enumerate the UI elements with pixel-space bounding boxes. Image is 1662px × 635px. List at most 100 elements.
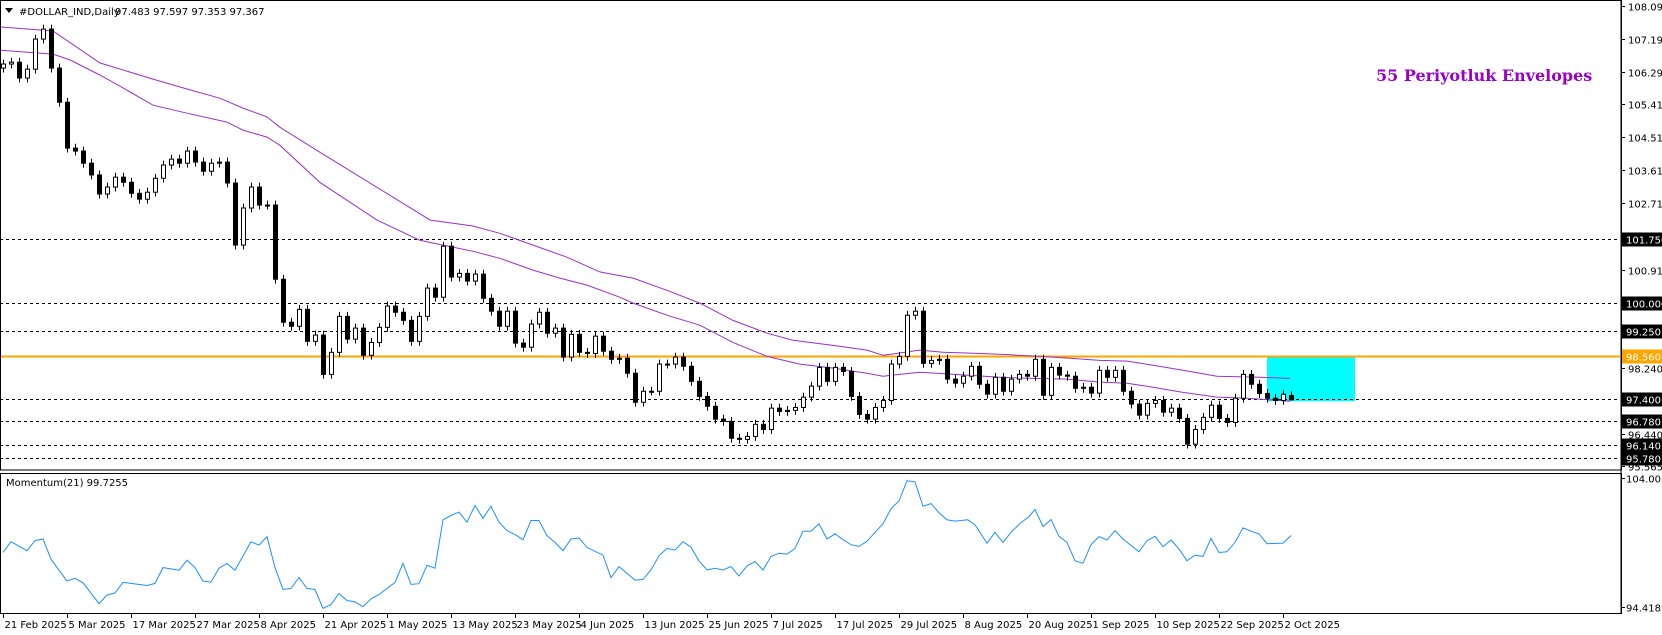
candle[interactable]: [681, 352, 686, 371]
candle[interactable]: [1065, 370, 1070, 381]
candle[interactable]: [1169, 403, 1174, 417]
candle[interactable]: [377, 322, 382, 347]
candle[interactable]: [273, 200, 278, 284]
candle[interactable]: [657, 359, 662, 396]
candle[interactable]: [897, 351, 902, 369]
candle[interactable]: [89, 158, 94, 180]
candle[interactable]: [921, 306, 926, 368]
candle[interactable]: [529, 319, 534, 352]
candle[interactable]: [1105, 365, 1110, 382]
candle[interactable]: [801, 392, 806, 412]
candle[interactable]: [241, 203, 246, 250]
candle[interactable]: [865, 409, 870, 424]
candle[interactable]: [849, 367, 854, 401]
candle[interactable]: [577, 329, 582, 357]
candle[interactable]: [265, 200, 270, 210]
candle[interactable]: [209, 158, 214, 176]
candle[interactable]: [433, 283, 438, 302]
candle[interactable]: [593, 331, 598, 358]
candle[interactable]: [737, 433, 742, 444]
candle[interactable]: [977, 361, 982, 389]
candle[interactable]: [1225, 414, 1230, 427]
candle[interactable]: [1113, 365, 1118, 382]
candle[interactable]: [713, 401, 718, 424]
candle[interactable]: [1153, 396, 1158, 408]
candle[interactable]: [857, 391, 862, 419]
candle[interactable]: [217, 157, 222, 168]
candle[interactable]: [1001, 372, 1006, 396]
candle[interactable]: [393, 301, 398, 317]
highlight-rectangle[interactable]: [1267, 357, 1355, 402]
candle[interactable]: [129, 177, 134, 198]
candle[interactable]: [113, 172, 118, 192]
candle[interactable]: [81, 146, 86, 168]
candle[interactable]: [193, 146, 198, 167]
candle[interactable]: [233, 178, 238, 250]
candle[interactable]: [1249, 369, 1254, 389]
candle[interactable]: [1129, 386, 1134, 409]
time-axis[interactable]: 21 Feb 2025 5 Mar 2025 17 Mar 2025 27 Mar 2…: [3, 614, 1340, 631]
candle[interactable]: [297, 304, 302, 331]
candle[interactable]: [761, 419, 766, 434]
candle[interactable]: [145, 187, 150, 204]
candle[interactable]: [729, 416, 734, 443]
candle[interactable]: [185, 146, 190, 168]
candle[interactable]: [425, 283, 430, 321]
candle[interactable]: [689, 361, 694, 386]
price-axis[interactable]: 108.090 107.190 106.290 105.415 104.515 103.6…: [1620, 0, 1662, 614]
candle[interactable]: [441, 241, 446, 302]
candle[interactable]: [33, 34, 38, 74]
candle[interactable]: [633, 368, 638, 407]
candle[interactable]: [929, 356, 934, 368]
candle[interactable]: [1057, 362, 1062, 380]
candle[interactable]: [1177, 403, 1182, 423]
candle[interactable]: [1017, 369, 1022, 384]
candle[interactable]: [1137, 399, 1142, 420]
candle[interactable]: [953, 374, 958, 388]
candle[interactable]: [1073, 371, 1078, 393]
candle[interactable]: [753, 419, 758, 441]
candle[interactable]: [969, 361, 974, 381]
candle[interactable]: [1241, 369, 1246, 403]
candle[interactable]: [1049, 362, 1054, 400]
candle[interactable]: [521, 338, 526, 352]
candle[interactable]: [345, 311, 350, 344]
candle[interactable]: [257, 182, 262, 210]
candle[interactable]: [545, 307, 550, 338]
candle[interactable]: [353, 323, 358, 344]
candle[interactable]: [1233, 393, 1238, 427]
candle[interactable]: [9, 57, 14, 69]
candle[interactable]: [777, 403, 782, 416]
candle[interactable]: [617, 353, 622, 364]
candle[interactable]: [481, 269, 486, 303]
candle[interactable]: [137, 188, 142, 204]
candle[interactable]: [569, 329, 574, 362]
candle[interactable]: [41, 24, 46, 44]
candle[interactable]: [1185, 414, 1190, 449]
candle[interactable]: [337, 311, 342, 357]
candle[interactable]: [457, 268, 462, 282]
candle[interactable]: [609, 346, 614, 364]
candle[interactable]: [1265, 389, 1270, 403]
candle[interactable]: [321, 330, 326, 379]
candle[interactable]: [1217, 400, 1222, 423]
candle[interactable]: [105, 182, 110, 199]
candle[interactable]: [1273, 393, 1278, 405]
candle[interactable]: [49, 24, 54, 73]
candle[interactable]: [961, 371, 966, 388]
candle[interactable]: [1041, 354, 1046, 400]
candle[interactable]: [1201, 412, 1206, 434]
candle[interactable]: [169, 154, 174, 170]
candle[interactable]: [473, 269, 478, 286]
candle[interactable]: [1089, 382, 1094, 398]
candle[interactable]: [809, 381, 814, 402]
candle[interactable]: [249, 182, 254, 213]
candle[interactable]: [817, 362, 822, 391]
candle[interactable]: [889, 359, 894, 405]
candle[interactable]: [993, 372, 998, 399]
candle[interactable]: [745, 432, 750, 444]
candle[interactable]: [721, 414, 726, 426]
candle[interactable]: [385, 301, 390, 332]
candle[interactable]: [1, 59, 6, 73]
